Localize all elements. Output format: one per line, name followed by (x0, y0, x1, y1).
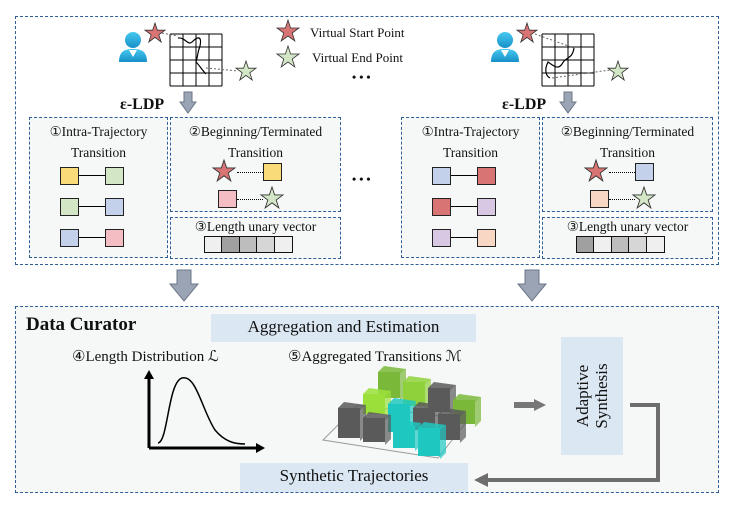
end-star-icon (234, 59, 258, 82)
transition-link (451, 237, 477, 238)
down-arrow-icon (168, 269, 200, 302)
length-vector-title: ③Length unary vector (566, 219, 689, 234)
transition-link (237, 172, 263, 173)
virtual-link (534, 33, 611, 79)
start-star-legend-icon (275, 18, 301, 43)
region-cell (218, 190, 237, 208)
start-star-icon (583, 158, 609, 183)
length-vector-title: ③Length unary vector (194, 219, 317, 234)
vector-cell (256, 236, 275, 253)
aggregated-transitions-label: ⑤Aggregated Transitions ℳ (288, 349, 462, 365)
transition-bar (393, 420, 421, 451)
synthetic-trajectories-label: Synthetic Trajectories (279, 466, 429, 485)
bt-title: ②Beginning/Terminated (188, 124, 323, 139)
transition-bar (418, 422, 446, 459)
bt-subtitle: Transition (227, 145, 283, 160)
region-cell (60, 167, 79, 185)
vector-cell (575, 236, 595, 253)
region-cell (477, 229, 496, 247)
vector-cell (628, 236, 647, 253)
ldp-label: ε-LDP (120, 96, 165, 113)
vector-cell (203, 236, 223, 253)
length-distribution-label: ④Length Distribution ℒ (72, 349, 219, 365)
user-icon (119, 32, 147, 62)
region-cell (105, 198, 124, 216)
vector-cell (238, 236, 258, 253)
start-star-icon (211, 158, 237, 183)
trajectory-grid (169, 33, 223, 87)
bt-title: ②Beginning/Terminated (560, 124, 695, 139)
intra-title: ①Intra-Trajectory (49, 124, 148, 139)
vector-cell (221, 236, 240, 253)
region-cell (60, 229, 79, 247)
aggregated-transitions-3d-bars (321, 366, 481, 459)
aggregation-label: Aggregation and Estimation (247, 317, 440, 336)
bt-subtitle: Transition (599, 145, 655, 160)
ldp-label: ε-LDP (502, 96, 547, 113)
region-cell (432, 198, 451, 216)
virtual-link (161, 32, 239, 72)
down-arrow-icon (179, 91, 197, 114)
vector-cell (593, 236, 612, 253)
intra-trajectory-box (401, 117, 540, 258)
region-cell (590, 190, 609, 208)
clients-region (15, 16, 719, 265)
ellipsis: • • • (352, 70, 371, 84)
region-cell (432, 167, 451, 185)
length-unary-vector (203, 236, 293, 253)
ellipsis: • • • (352, 172, 371, 186)
transition-bar (363, 388, 391, 417)
region-cell (105, 229, 124, 247)
right-arrow-icon (514, 399, 546, 411)
intra-subtitle: Transition (442, 145, 498, 160)
end-star-icon (259, 185, 285, 210)
transition-link (79, 237, 105, 238)
down-arrow-icon (559, 91, 577, 114)
end-star-legend-icon (275, 44, 301, 69)
transition-bar (338, 402, 366, 441)
intra-title: ①Intra-Trajectory (421, 124, 520, 139)
synthetic-trajectories-box (240, 463, 468, 492)
user-icon (491, 32, 519, 62)
region-cell (263, 163, 282, 181)
intra-subtitle: Transition (70, 145, 126, 160)
curator-title: Data Curator (26, 314, 137, 335)
region-cell (105, 167, 124, 185)
aggregation-box (211, 314, 476, 342)
vector-cell (273, 236, 293, 253)
transition-link (609, 199, 635, 200)
transition-link (451, 206, 477, 207)
region-cell (635, 163, 654, 181)
legend-start-label: Virtual Start Point (310, 25, 405, 40)
transition-link (237, 199, 263, 200)
adaptive-synthesis-box (561, 337, 623, 455)
end-star-icon (631, 185, 657, 210)
region-cell (477, 167, 496, 185)
start-star-icon (515, 21, 539, 44)
end-star-icon (606, 59, 630, 82)
transition-link (79, 175, 105, 176)
region-cell (60, 198, 79, 216)
transition-bar (363, 412, 391, 445)
feedback-arrow (474, 403, 660, 487)
length-unary-vector (575, 236, 665, 253)
transition-link (451, 175, 477, 176)
down-arrow-icon (516, 269, 548, 302)
legend-end-label: Virtual End Point (312, 50, 403, 65)
start-star-icon (143, 21, 167, 44)
beginning-terminated-box (170, 117, 341, 212)
vector-cell (645, 236, 665, 253)
transition-link (79, 206, 105, 207)
intra-trajectory-box (29, 117, 168, 258)
vector-cell (610, 236, 630, 253)
transition-link (609, 172, 635, 173)
region-cell (477, 198, 496, 216)
length-distribution-plot (144, 370, 265, 453)
region-cell (432, 229, 451, 247)
beginning-terminated-box (542, 117, 713, 212)
